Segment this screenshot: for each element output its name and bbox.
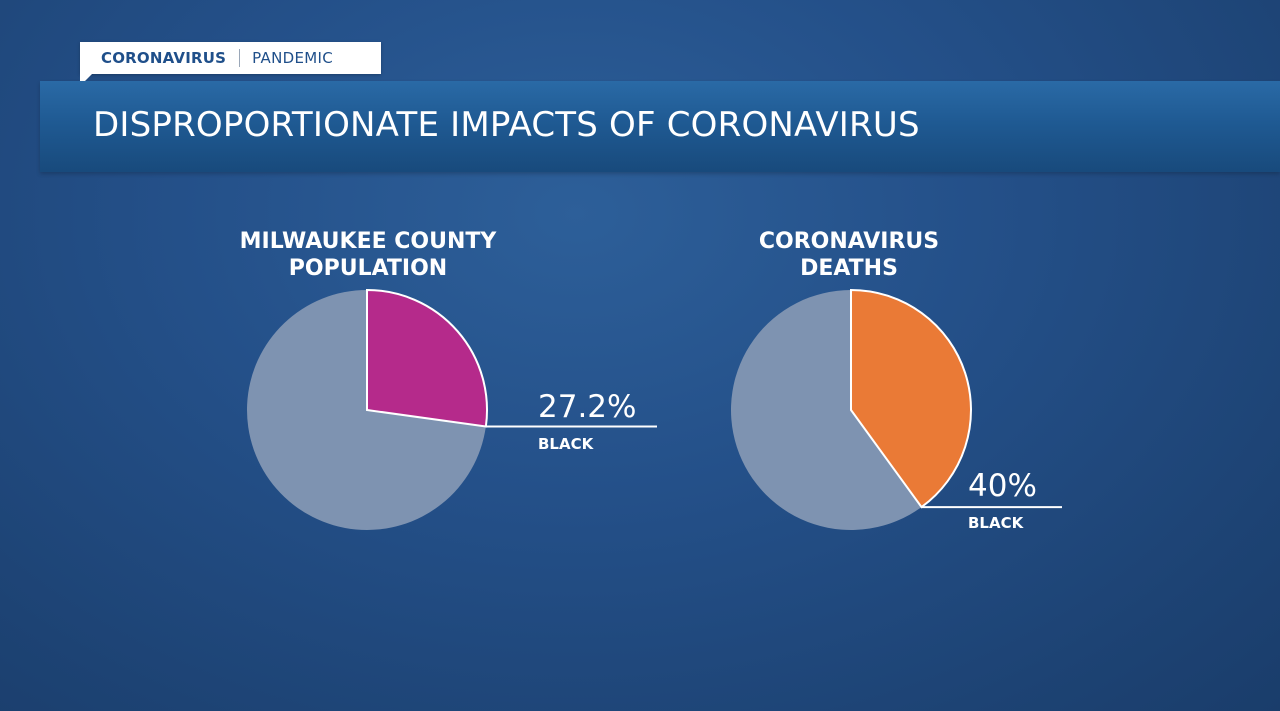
pie-slice-black xyxy=(850,288,972,509)
pie-slice-rest xyxy=(730,289,922,530)
tag-primary-label: CORONAVIRUS xyxy=(101,49,227,67)
pie-category-label: BLACK xyxy=(538,435,595,453)
pie-slice-black xyxy=(366,288,488,428)
pie-chart-population: MILWAUKEE COUNTY POPULATION 27.2% BLACK xyxy=(240,229,657,530)
pie-title-line-1: MILWAUKEE COUNTY xyxy=(240,229,498,254)
pie-chart-deaths: CORONAVIRUS DEATHS 40% BLACK xyxy=(730,229,1062,532)
pie-title-line-1: CORONAVIRUS xyxy=(759,229,939,254)
pie-value-label: 27.2% xyxy=(538,389,636,425)
tag-secondary-label: PANDEMIC xyxy=(252,49,333,67)
pie-category-label: BLACK xyxy=(968,514,1025,532)
title-banner: DISPROPORTIONATE IMPACTS OF CORONAVIRUS xyxy=(40,81,1280,172)
pie-title-line-2: DEATHS xyxy=(800,256,898,281)
page-title: DISPROPORTIONATE IMPACTS OF CORONAVIRUS xyxy=(93,105,920,145)
tag-divider xyxy=(239,49,241,67)
pie-value-label: 40% xyxy=(968,468,1037,504)
pie-title-line-2: POPULATION xyxy=(289,256,447,281)
section-tag: CORONAVIRUS PANDEMIC xyxy=(80,42,381,74)
